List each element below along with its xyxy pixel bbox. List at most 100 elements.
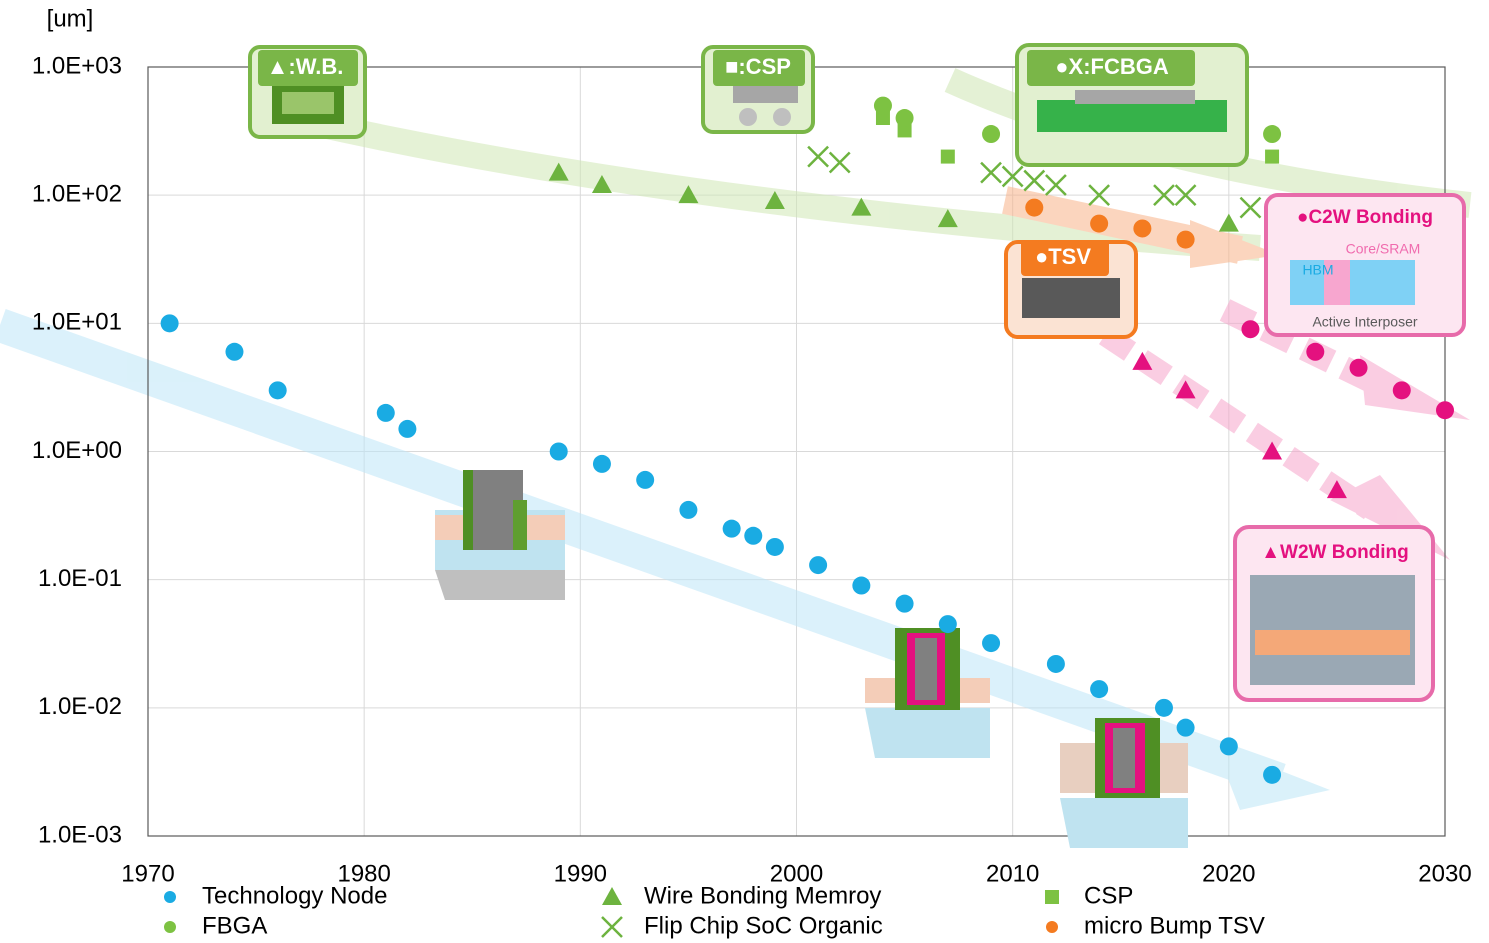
series xyxy=(1025,198,1195,249)
data-point xyxy=(807,145,830,168)
data-point xyxy=(1023,169,1046,192)
data-point xyxy=(1218,213,1239,232)
data-point xyxy=(1263,765,1282,784)
data-point xyxy=(678,185,699,204)
data-point xyxy=(722,519,741,538)
y-tick-label: 1.0E+03 xyxy=(32,52,122,79)
legend-label: micro Bump TSV xyxy=(1084,912,1265,939)
data-point xyxy=(765,537,784,556)
legend-marker xyxy=(164,921,176,933)
data-point xyxy=(592,454,611,473)
x-tick-label: 2010 xyxy=(986,860,1039,887)
data-point xyxy=(937,209,958,228)
callout-header xyxy=(258,50,358,86)
series xyxy=(807,145,1262,219)
data-point xyxy=(895,109,914,128)
annotation: ●X:FCBGA xyxy=(1055,54,1169,79)
data-point xyxy=(398,419,417,438)
data-point xyxy=(1349,358,1368,377)
legend-label: Technology Node xyxy=(202,882,387,909)
data-point xyxy=(1088,184,1111,207)
y-tick-label: 1.0E-03 xyxy=(38,821,122,848)
transistor-icons xyxy=(435,470,1188,848)
data-point xyxy=(1176,718,1195,737)
data-point xyxy=(1306,342,1325,361)
x-tick-label: 1990 xyxy=(554,860,607,887)
series xyxy=(548,162,1239,232)
data-point xyxy=(938,615,957,634)
legend-label: Flip Chip SoC Organic xyxy=(644,912,883,939)
data-point xyxy=(1176,230,1195,249)
data-point xyxy=(1045,174,1067,196)
data-point xyxy=(1239,196,1262,219)
data-point xyxy=(225,342,244,361)
callout-header xyxy=(1027,50,1195,86)
data-point xyxy=(268,381,287,400)
data-point xyxy=(1001,165,1024,188)
x-tick-label: 1970 xyxy=(121,860,174,887)
data-point xyxy=(851,197,872,216)
data-point xyxy=(873,96,892,115)
data-point xyxy=(1046,654,1065,673)
series xyxy=(875,111,1280,164)
x-tick-label: 2030 xyxy=(1418,860,1471,887)
y-tick-label: 1.0E+00 xyxy=(32,437,122,464)
data-point xyxy=(1133,219,1152,238)
series xyxy=(160,314,1282,784)
data-point xyxy=(548,162,569,181)
y-axis-label: [um] xyxy=(47,5,94,32)
callout-boxes xyxy=(248,43,1466,702)
legend-marker xyxy=(164,891,176,903)
data-point xyxy=(1265,149,1280,164)
data-point xyxy=(549,442,568,461)
legend-marker xyxy=(1045,890,1059,904)
x-tick-label: 1980 xyxy=(337,860,390,887)
data-point xyxy=(895,594,914,613)
data-point xyxy=(1241,320,1260,339)
data-point xyxy=(1263,125,1282,144)
data-point xyxy=(1175,380,1196,399)
data-point xyxy=(982,634,1001,653)
data-point xyxy=(828,151,851,174)
legend-label: FBGA xyxy=(202,912,267,939)
annotation: Active Interposer xyxy=(1312,314,1417,330)
legend-marker xyxy=(602,887,622,905)
data-point xyxy=(591,175,612,194)
series xyxy=(1132,351,1347,499)
annotation: ●C2W Bonding xyxy=(1297,207,1433,228)
legend-marker xyxy=(1046,921,1058,933)
data-point xyxy=(809,556,828,575)
annotation: Core/SRAM xyxy=(1346,241,1421,257)
data-point xyxy=(764,191,785,210)
series xyxy=(1241,320,1454,420)
data-point xyxy=(897,123,912,138)
y-tick-label: 1.0E+02 xyxy=(32,181,122,208)
data-point xyxy=(1025,198,1044,217)
data-point xyxy=(1174,184,1197,207)
annotation: ●TSV xyxy=(1035,244,1091,269)
data-point xyxy=(1132,351,1153,370)
data-point xyxy=(1392,381,1411,400)
data-point xyxy=(1153,184,1175,207)
y-tick-label: 1.0E-01 xyxy=(38,565,122,592)
data-point xyxy=(1090,214,1109,233)
annotation: ▲W2W Bonding xyxy=(1261,542,1409,563)
callout-header xyxy=(713,50,805,86)
legend-label: CSP xyxy=(1084,882,1133,909)
data-point xyxy=(982,125,1001,144)
data-point xyxy=(160,314,179,333)
y-tick-label: 1.0E+01 xyxy=(32,309,122,336)
data-point xyxy=(744,526,763,545)
data-point xyxy=(636,470,655,489)
annotation: ▲:W.B. xyxy=(267,54,344,79)
y-tick-label: 1.0E-02 xyxy=(38,693,122,720)
data-point xyxy=(1262,441,1283,460)
series xyxy=(873,96,1282,144)
data-point xyxy=(980,161,1002,184)
legend-marker xyxy=(601,916,623,938)
data-point xyxy=(1326,480,1347,499)
legend-label: Wire Bonding Memroy xyxy=(644,882,881,909)
data-point xyxy=(1154,698,1173,717)
data-point xyxy=(1219,737,1238,756)
